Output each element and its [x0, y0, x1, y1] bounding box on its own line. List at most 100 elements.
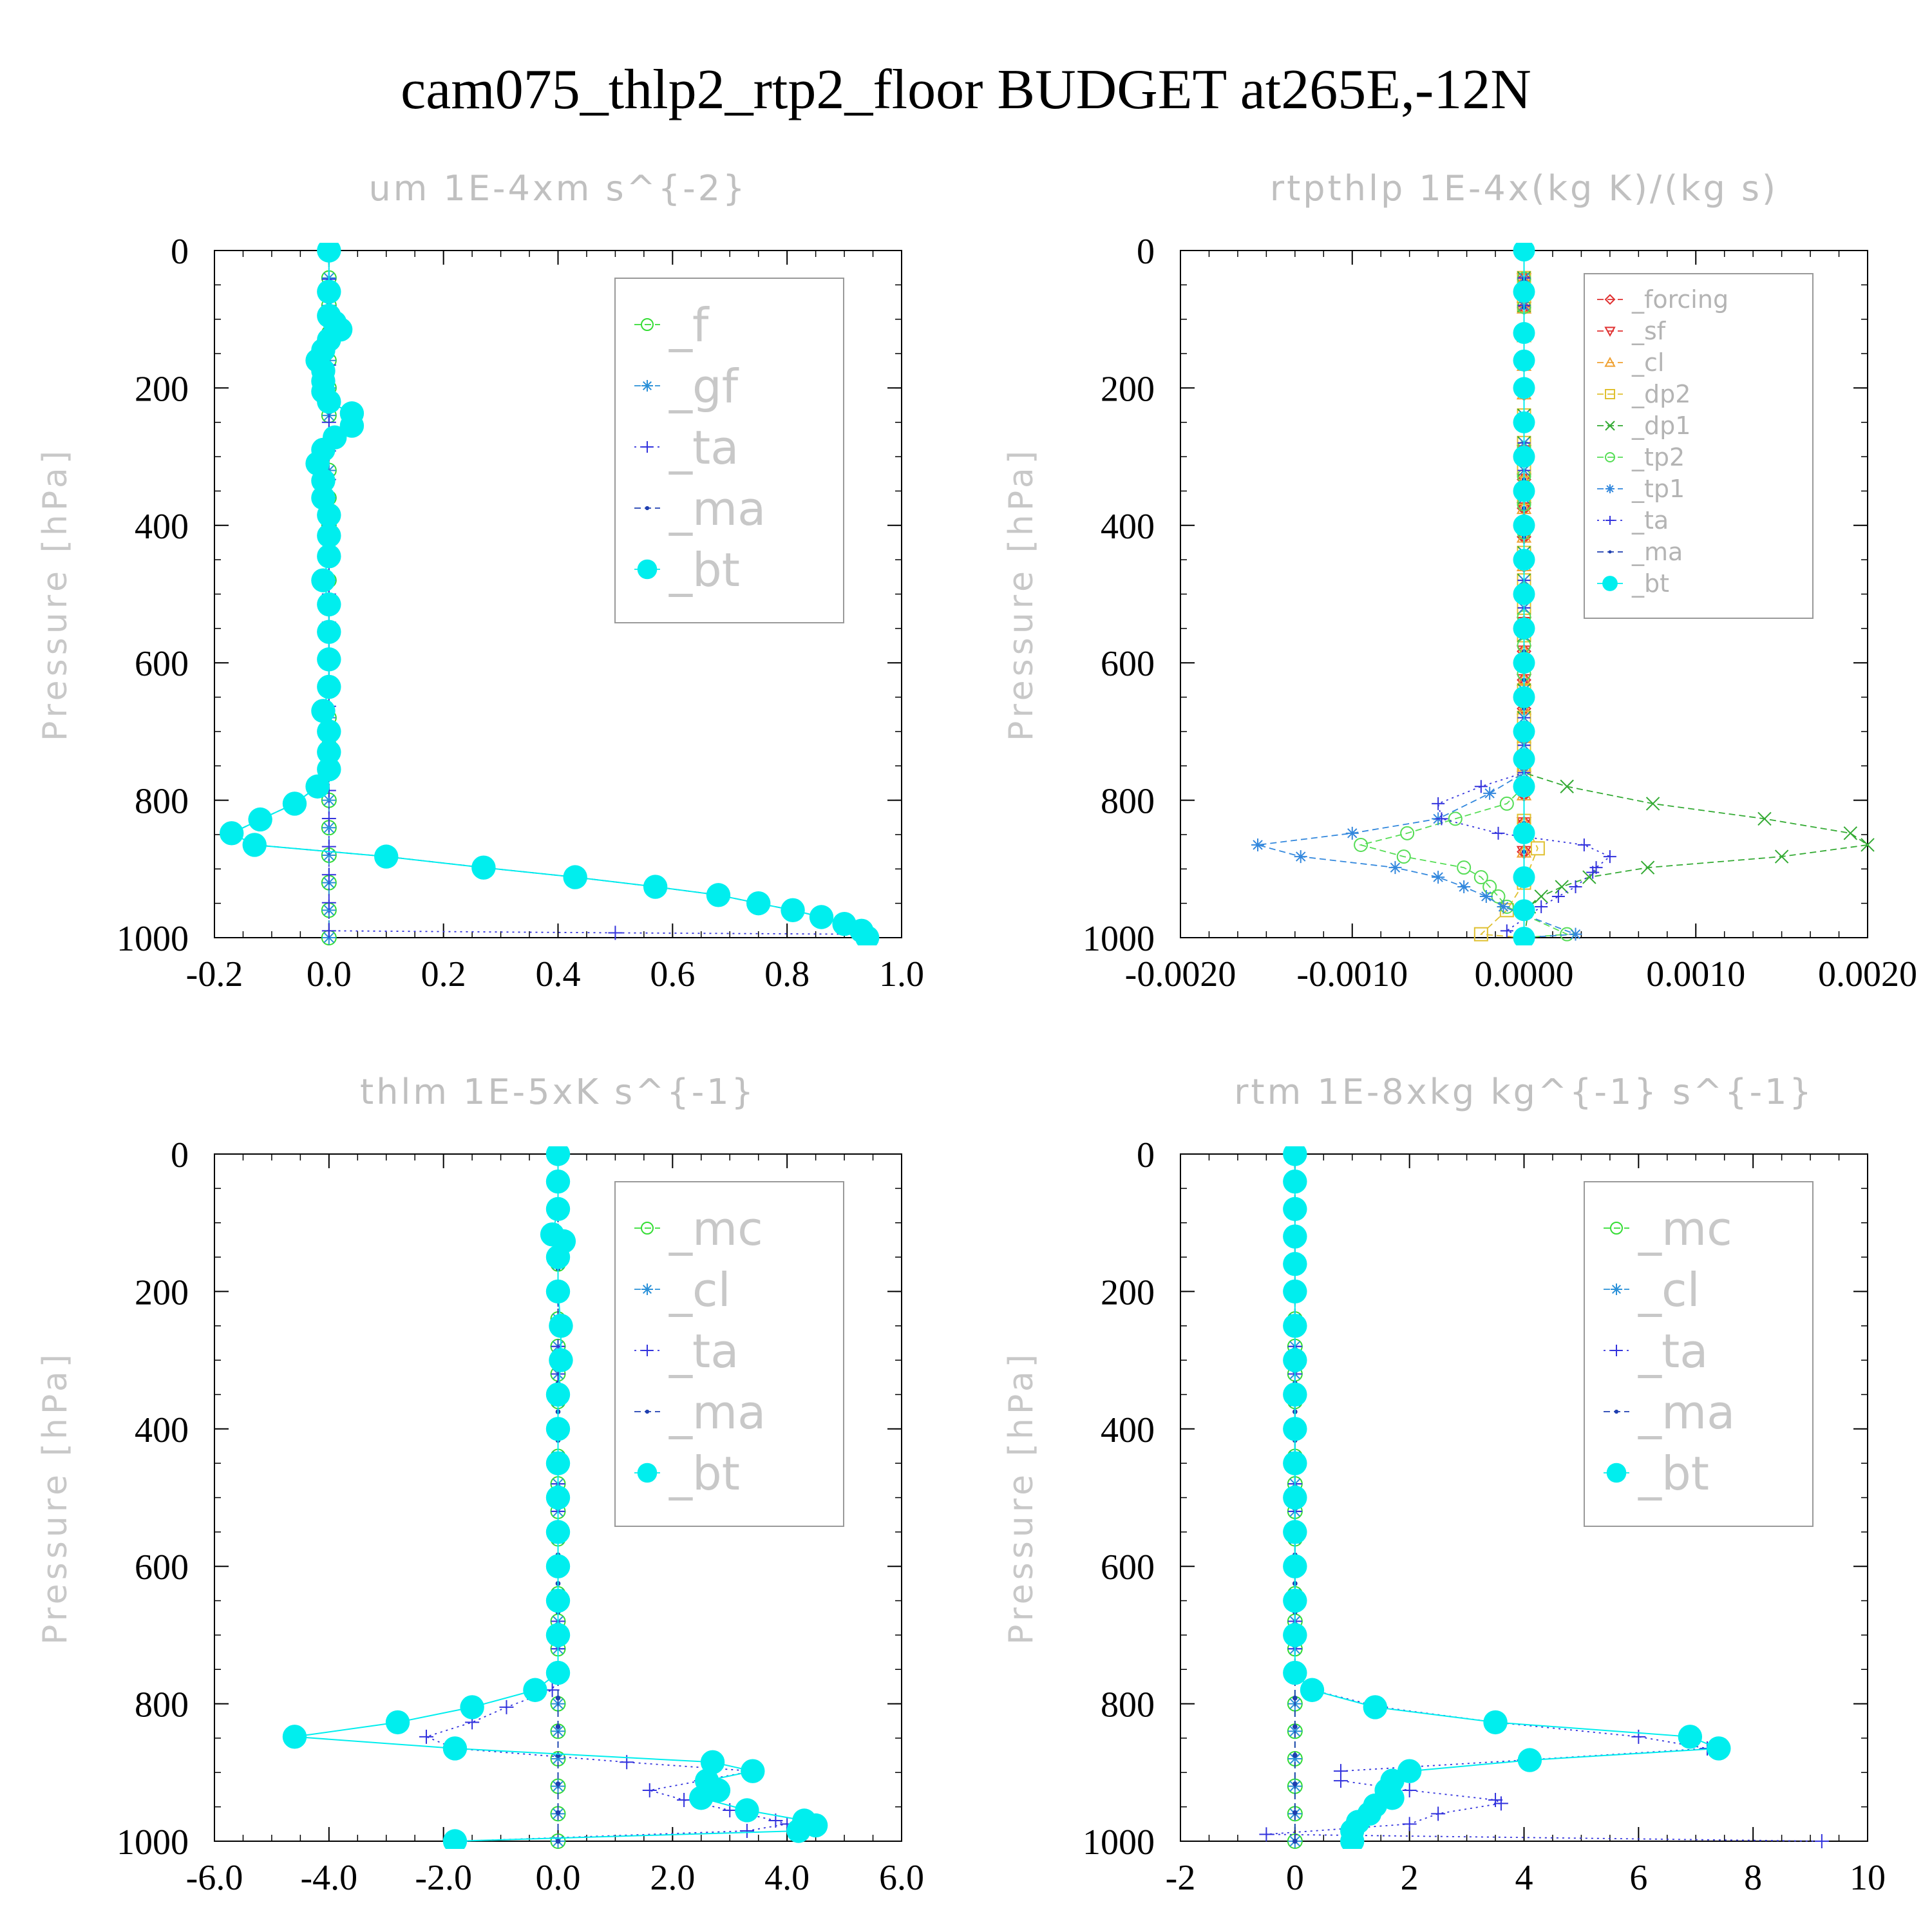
bt-marker — [523, 1678, 547, 1702]
plus-marker — [1333, 1774, 1348, 1788]
bt-marker — [317, 757, 341, 782]
bt-marker — [339, 413, 365, 438]
dot-marker — [1292, 1752, 1298, 1758]
plus-marker — [739, 1824, 754, 1838]
y-tick-label: 400 — [135, 1410, 189, 1450]
plus-marker — [1431, 1806, 1446, 1821]
bt-marker — [282, 791, 307, 816]
asterisk-marker — [1605, 484, 1615, 493]
x-tick-label: -0.2 — [186, 954, 243, 994]
bt-marker — [317, 592, 341, 617]
bt-marker — [545, 1169, 571, 1194]
bt-marker — [549, 1348, 573, 1372]
bt-marker — [1513, 583, 1535, 605]
bt-marker — [786, 1819, 811, 1843]
open-circle-marker — [1396, 849, 1411, 864]
panel-title: rtm 1E-8xkg kg^{-1} s^{-1} — [1234, 1072, 1814, 1112]
bt-marker — [1513, 866, 1535, 889]
bt-marker — [1283, 1252, 1307, 1276]
bt-marker — [563, 865, 587, 889]
y-tick-label: 1000 — [1083, 919, 1155, 959]
asterisk-marker — [321, 903, 336, 918]
plus-marker — [608, 925, 623, 940]
legend: _mc _cl _ta _ma _bt — [614, 1181, 844, 1527]
bt-marker — [706, 883, 731, 907]
data-layer — [1259, 1146, 1829, 1849]
bt-marker — [545, 1245, 571, 1269]
series-line — [1358, 251, 1569, 938]
bt-marker — [545, 1451, 571, 1475]
y-tick-label: 200 — [135, 1273, 189, 1312]
plus-marker — [1402, 1817, 1417, 1832]
plus-marker — [1605, 516, 1615, 525]
y-tick-label: 800 — [135, 782, 189, 822]
legend-label: _ta — [668, 421, 739, 475]
x-tick-label: 0.0010 — [1646, 954, 1745, 994]
plus-marker — [419, 1729, 433, 1744]
dot-marker — [645, 1409, 650, 1414]
x-tick-label: 10 — [1850, 1858, 1886, 1898]
panel-title: rtpthlp 1E-4x(kg K)/(kg s) — [1270, 168, 1778, 209]
bt-marker — [545, 1279, 571, 1304]
x-tick-label: 2.0 — [650, 1858, 695, 1898]
plus-marker — [545, 1683, 560, 1698]
bt-marker — [1513, 822, 1535, 844]
bt-marker — [735, 1798, 759, 1823]
bt-marker — [855, 925, 880, 945]
plus-marker — [1814, 1834, 1829, 1848]
y-tick-label: 0 — [171, 1135, 189, 1175]
diamond-marker — [1604, 294, 1616, 305]
plot-panel-4: rtm 1E-8xkg kg^{-1} s^{-1} Pressure [hPa]… — [1002, 1072, 1886, 1898]
bt-marker — [317, 503, 341, 527]
bt-marker — [1513, 686, 1535, 708]
bt-marker — [317, 740, 341, 764]
asterisk-marker — [1479, 889, 1493, 903]
legend-label: _bt — [668, 543, 740, 597]
triangle-down-marker — [1604, 327, 1616, 337]
bt-marker — [1513, 446, 1535, 468]
legend-label: _forcing — [1631, 285, 1728, 314]
square-marker — [1605, 389, 1615, 399]
bt-marker — [248, 807, 272, 832]
data-layer — [282, 1146, 828, 1849]
x-tick-label: 0 — [1286, 1858, 1304, 1898]
plus-marker — [1586, 866, 1600, 879]
figure-title: cam075_thlp2_rtp2_floor BUDGET at265E,-1… — [401, 59, 1531, 121]
y-tick-label: 200 — [1101, 1273, 1155, 1312]
data-layer — [1251, 243, 1875, 945]
asterisk-marker — [321, 793, 336, 808]
legend-label: _mc — [668, 1202, 763, 1256]
open-circle-marker — [1499, 796, 1514, 811]
x-marker — [1555, 880, 1569, 894]
bt-marker — [1606, 1463, 1627, 1483]
bt-marker — [317, 674, 341, 699]
bt-marker — [1283, 1485, 1307, 1510]
y-tick-label: 400 — [135, 507, 189, 547]
bt-marker — [442, 1829, 468, 1849]
bt-marker — [545, 1417, 571, 1441]
bt-marker — [311, 699, 336, 723]
y-tick-label: 400 — [1101, 1410, 1155, 1450]
asterisk-marker — [1388, 861, 1402, 875]
y-tick-label: 800 — [1101, 782, 1155, 822]
bt-marker — [781, 898, 805, 923]
y-tick-label: 200 — [1101, 369, 1155, 409]
series-bt — [219, 243, 880, 945]
x-tick-label: -4.0 — [301, 1858, 358, 1898]
bt-marker — [1283, 1348, 1307, 1372]
dot-marker — [1608, 550, 1612, 554]
dot-marker — [555, 1839, 561, 1844]
bt-marker — [545, 1197, 571, 1222]
y-tick-label: 1000 — [1083, 1823, 1155, 1862]
bt-marker — [305, 774, 330, 799]
bt-marker — [809, 905, 834, 929]
bt-marker — [1300, 1678, 1325, 1702]
x-marker — [1534, 889, 1548, 904]
legend-label: _ma — [1631, 538, 1683, 566]
asterisk-marker — [641, 1283, 653, 1295]
open-circle-marker — [1473, 870, 1488, 885]
series-tp2 — [1354, 243, 1575, 945]
legend-label: _ta — [1638, 1324, 1708, 1378]
x-marker — [1640, 860, 1655, 875]
plus-marker — [1493, 1796, 1508, 1811]
